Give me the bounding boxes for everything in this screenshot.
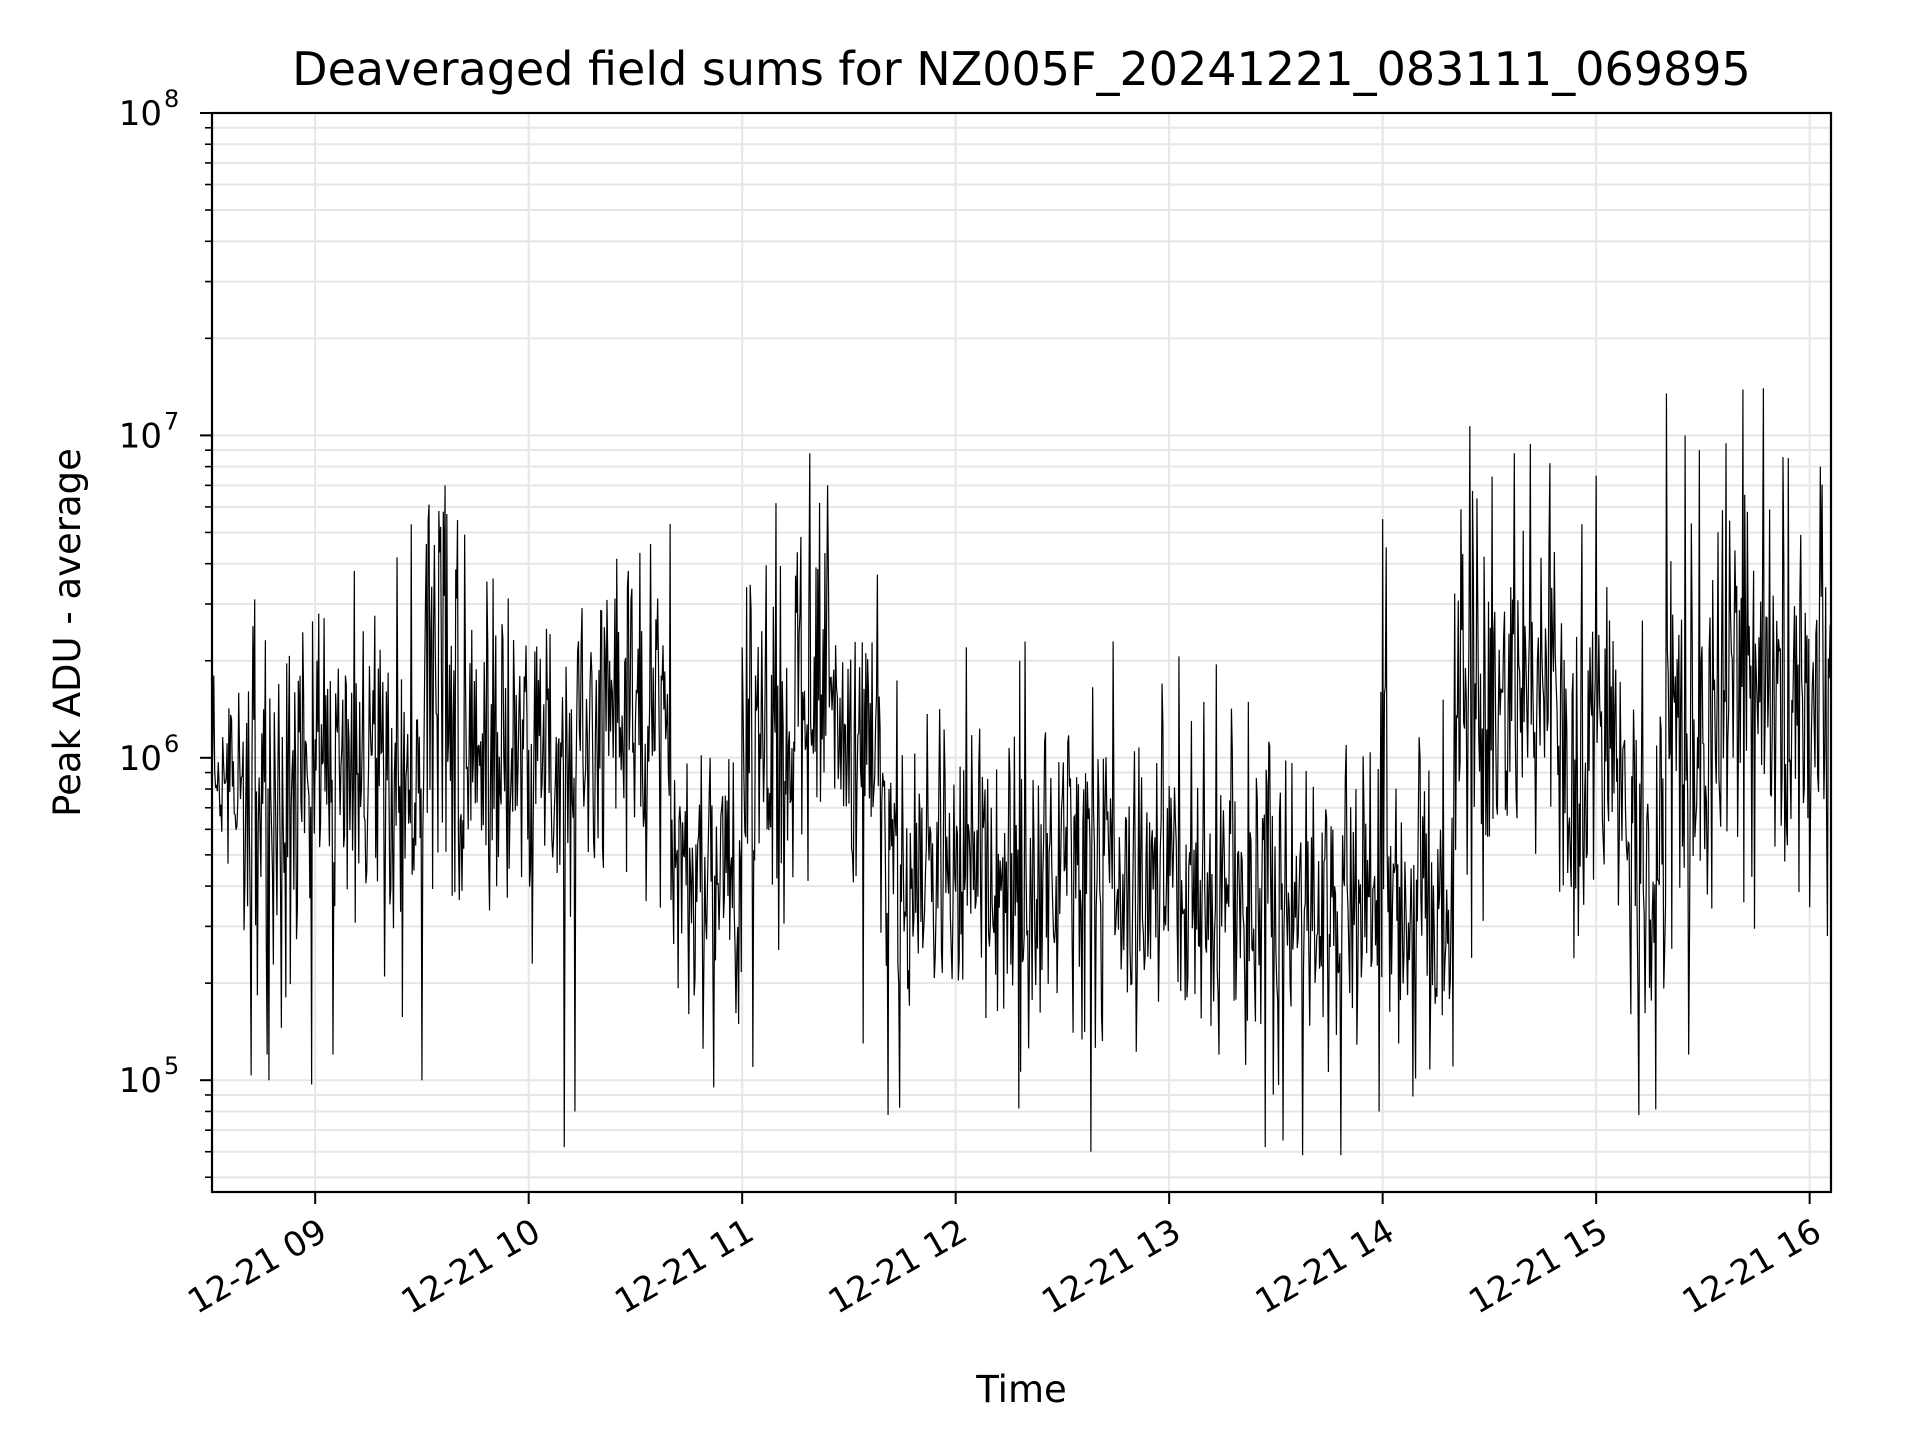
- y-tick-label-exponent: 7: [164, 407, 179, 435]
- grid-major: [212, 112, 1831, 1192]
- y-tick-label-base: 10: [119, 416, 162, 456]
- chart-title: Deaveraged field sums for NZ005F_2024122…: [292, 42, 1751, 96]
- y-axis-label: Peak ADU - average: [46, 448, 89, 817]
- y-tick-label-exponent: 8: [164, 85, 179, 113]
- y-tick-label-base: 10: [119, 1061, 162, 1101]
- x-axis-label: Time: [975, 1368, 1067, 1411]
- y-tick-label-exponent: 6: [164, 730, 179, 758]
- series-line: [212, 388, 1831, 1156]
- y-tick-label-base: 10: [119, 94, 162, 134]
- series-layer: [212, 388, 1831, 1156]
- y-tick-label-base: 10: [119, 739, 162, 779]
- plot-area-frame: [210, 111, 1833, 1194]
- y-tick-label-exponent: 5: [164, 1052, 179, 1080]
